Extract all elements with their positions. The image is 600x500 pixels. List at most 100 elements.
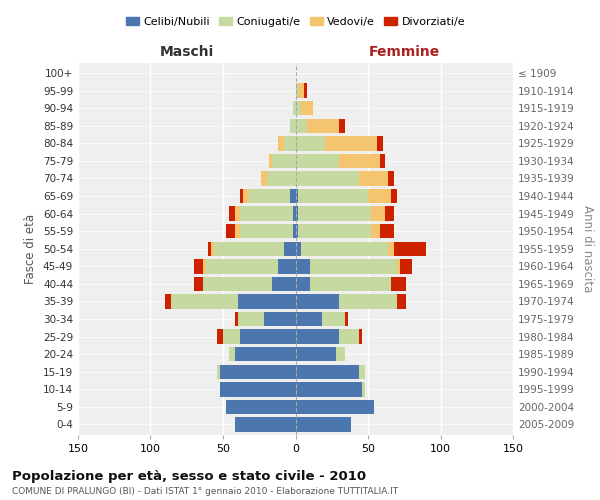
Bar bbox=[235, 224, 241, 238]
Bar bbox=[293, 206, 296, 221]
Bar bbox=[298, 206, 371, 221]
Bar bbox=[194, 276, 203, 291]
Bar bbox=[310, 276, 391, 291]
Bar bbox=[397, 259, 400, 274]
Bar bbox=[220, 364, 296, 379]
Bar bbox=[296, 418, 350, 432]
Bar bbox=[293, 224, 296, 238]
Bar bbox=[296, 136, 325, 150]
Bar bbox=[235, 206, 241, 221]
Bar bbox=[238, 312, 263, 326]
Bar bbox=[368, 189, 391, 203]
Text: Femmine: Femmine bbox=[368, 45, 440, 59]
Bar bbox=[296, 312, 322, 326]
Bar bbox=[298, 84, 304, 98]
Bar bbox=[194, 259, 203, 274]
Bar bbox=[171, 294, 238, 308]
Bar bbox=[296, 84, 298, 98]
Bar bbox=[371, 206, 385, 221]
Bar bbox=[377, 136, 383, 150]
Bar bbox=[284, 136, 296, 150]
Bar bbox=[339, 294, 397, 308]
Bar bbox=[391, 189, 397, 203]
Bar bbox=[214, 242, 284, 256]
Bar bbox=[241, 224, 293, 238]
Bar bbox=[203, 259, 206, 274]
Bar bbox=[380, 224, 394, 238]
Text: Popolazione per età, sesso e stato civile - 2010: Popolazione per età, sesso e stato civil… bbox=[12, 470, 366, 483]
Bar bbox=[339, 154, 380, 168]
Bar bbox=[296, 101, 301, 116]
Bar bbox=[359, 172, 388, 185]
Bar bbox=[244, 189, 249, 203]
Bar bbox=[310, 259, 397, 274]
Bar bbox=[296, 276, 310, 291]
Bar bbox=[296, 382, 362, 396]
Bar bbox=[211, 242, 214, 256]
Bar bbox=[296, 364, 359, 379]
Bar bbox=[238, 294, 296, 308]
Bar bbox=[266, 172, 296, 185]
Bar bbox=[296, 347, 336, 362]
Text: COMUNE DI PRALUNGO (BI) - Dati ISTAT 1° gennaio 2010 - Elaborazione TUTTITALIA.I: COMUNE DI PRALUNGO (BI) - Dati ISTAT 1° … bbox=[12, 487, 398, 496]
Bar bbox=[226, 224, 235, 238]
Bar bbox=[235, 312, 238, 326]
Bar bbox=[336, 347, 345, 362]
Legend: Celibi/Nubili, Coniugati/e, Vedovi/e, Divorziati/e: Celibi/Nubili, Coniugati/e, Vedovi/e, Di… bbox=[121, 12, 470, 31]
Bar bbox=[217, 364, 220, 379]
Y-axis label: Fasce di età: Fasce di età bbox=[25, 214, 37, 284]
Bar bbox=[269, 154, 272, 168]
Bar bbox=[400, 259, 412, 274]
Bar bbox=[235, 418, 296, 432]
Bar bbox=[296, 154, 339, 168]
Bar bbox=[241, 189, 244, 203]
Y-axis label: Anni di nascita: Anni di nascita bbox=[581, 205, 594, 292]
Bar bbox=[362, 382, 365, 396]
Bar bbox=[290, 189, 296, 203]
Bar bbox=[278, 136, 284, 150]
Bar bbox=[220, 382, 296, 396]
Bar bbox=[296, 172, 359, 185]
Bar bbox=[345, 312, 348, 326]
Bar bbox=[301, 101, 313, 116]
Bar bbox=[278, 259, 296, 274]
Bar bbox=[241, 206, 293, 221]
Bar bbox=[339, 118, 345, 133]
Bar bbox=[296, 189, 298, 203]
Bar bbox=[272, 276, 296, 291]
Bar bbox=[235, 347, 296, 362]
Bar bbox=[296, 224, 298, 238]
Bar bbox=[394, 242, 426, 256]
Bar bbox=[322, 312, 345, 326]
Bar bbox=[272, 154, 296, 168]
Bar bbox=[296, 294, 339, 308]
Bar bbox=[293, 101, 296, 116]
Bar bbox=[296, 400, 374, 414]
Bar bbox=[209, 242, 211, 256]
Bar bbox=[284, 242, 296, 256]
Bar bbox=[296, 118, 307, 133]
Bar bbox=[203, 276, 272, 291]
Bar bbox=[388, 172, 394, 185]
Bar bbox=[301, 242, 388, 256]
Bar bbox=[296, 330, 339, 344]
Bar bbox=[307, 118, 339, 133]
Bar bbox=[325, 136, 377, 150]
Bar bbox=[223, 330, 241, 344]
Bar bbox=[296, 242, 301, 256]
Bar bbox=[298, 189, 368, 203]
Bar bbox=[260, 172, 266, 185]
Bar bbox=[249, 189, 290, 203]
Bar bbox=[229, 347, 235, 362]
Bar bbox=[388, 242, 394, 256]
Bar bbox=[359, 330, 362, 344]
Bar bbox=[359, 364, 365, 379]
Bar bbox=[229, 206, 235, 221]
Bar bbox=[397, 294, 406, 308]
Bar bbox=[290, 118, 296, 133]
Bar bbox=[296, 259, 310, 274]
Bar bbox=[241, 330, 296, 344]
Bar bbox=[296, 206, 298, 221]
Bar bbox=[217, 330, 223, 344]
Bar bbox=[263, 312, 296, 326]
